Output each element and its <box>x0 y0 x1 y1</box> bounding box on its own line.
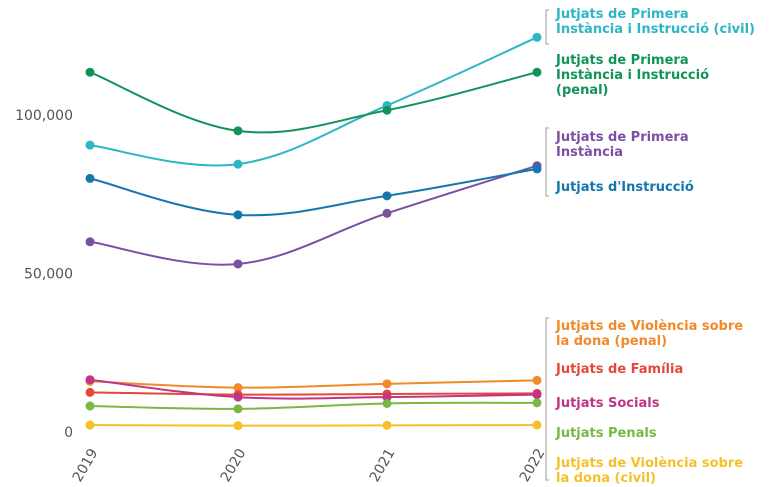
data-point <box>382 398 392 408</box>
series-labels: Jutjats de Primera Instància i Instrucció… <box>555 7 755 486</box>
series-line <box>89 401 538 410</box>
data-point <box>382 392 392 402</box>
data-point <box>233 159 243 169</box>
data-point <box>85 420 95 430</box>
data-point <box>382 379 392 389</box>
data-point <box>382 420 392 430</box>
label-bracket <box>545 317 549 481</box>
data-point <box>532 164 542 174</box>
series-label: Jutjats de Família <box>555 362 683 377</box>
data-point <box>233 383 243 393</box>
x-axis: 2019 2020 2021 2022 <box>70 446 549 485</box>
label-brackets <box>545 9 549 481</box>
data-point <box>532 32 542 42</box>
data-point <box>532 390 542 400</box>
label-bracket <box>545 9 549 45</box>
data-point <box>233 259 243 269</box>
data-point <box>85 67 95 77</box>
x-tick-label: 2022 <box>517 446 549 485</box>
x-tick-label: 2020 <box>218 446 250 485</box>
data-point <box>532 420 542 430</box>
data-point <box>85 387 95 397</box>
data-point <box>532 375 542 385</box>
series-label: Jutjats d'Instrucció <box>555 180 694 195</box>
series-line <box>89 379 538 389</box>
series-line <box>89 71 538 134</box>
data-point <box>85 140 95 150</box>
series-label: Jutjats Penals <box>555 426 657 441</box>
data-point <box>532 67 542 77</box>
data-point <box>85 173 95 183</box>
data-point <box>233 421 243 431</box>
series-label: Jutjats de Violència sobre la dona (penal… <box>555 319 743 349</box>
series-label: Jutjats de Primera Instància i Instrucció… <box>555 53 709 98</box>
series-label: Jutjats de Primera Instància i Instrucció… <box>555 7 755 37</box>
data-point <box>532 398 542 408</box>
series-label: Jutjats de Primera Instància <box>555 130 689 160</box>
x-tick-label: 2021 <box>367 446 399 485</box>
series-line <box>89 378 538 400</box>
data-point <box>85 401 95 411</box>
data-point <box>233 210 243 220</box>
series-lines <box>89 36 538 427</box>
y-tick-label: 0 <box>64 425 73 441</box>
data-point <box>233 126 243 136</box>
y-axis: 0 50,000 100,000 <box>15 108 73 441</box>
series-label: Jutjats Socials <box>555 396 660 411</box>
data-point <box>382 191 392 201</box>
label-bracket <box>545 127 549 197</box>
x-tick-label: 2019 <box>70 446 102 485</box>
y-tick-label: 100,000 <box>15 108 73 124</box>
data-point <box>382 208 392 218</box>
y-tick-label: 50,000 <box>24 267 73 283</box>
data-point <box>233 404 243 414</box>
series-line <box>89 167 538 217</box>
series-label: Jutjats de Violència sobre la dona (civil… <box>555 456 743 486</box>
series-line <box>89 36 538 167</box>
series-line <box>89 391 538 396</box>
data-point <box>85 237 95 247</box>
data-point <box>85 375 95 385</box>
series-line <box>89 424 538 427</box>
data-point <box>233 392 243 402</box>
series-points <box>85 32 542 431</box>
data-point <box>382 105 392 115</box>
series-line <box>89 164 538 266</box>
